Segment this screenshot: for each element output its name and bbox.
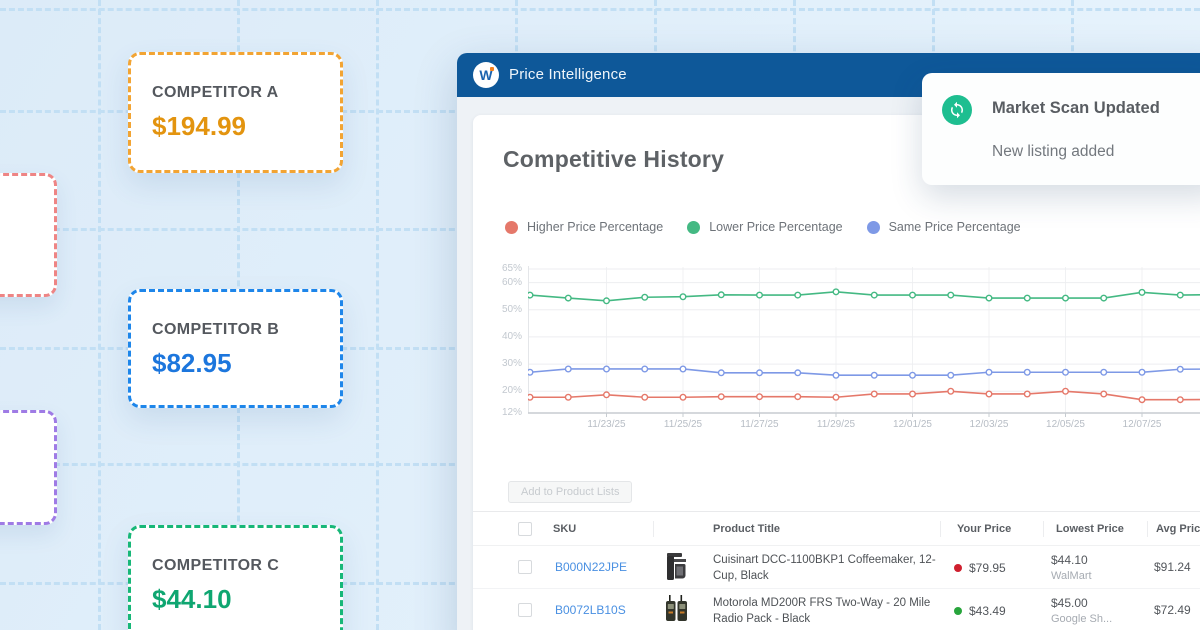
competitor-c-price: $44.10 [152,584,232,614]
your-price-cell: $43.49 [954,589,1006,630]
column-header-sku[interactable]: SKU [553,523,577,535]
y-axis-tick-label: 30% [501,358,522,370]
content-card: Competitive History Higher Price Percent… [473,115,1200,630]
sku-link[interactable]: B0072LB10S [555,603,626,617]
grid-line [376,0,379,630]
grid-line [0,8,1200,11]
grid-line [98,0,101,630]
legend-dot-icon [687,220,701,234]
price-status-dot-icon [954,563,962,572]
chart-y-axis: 65% 60% 50% 40% 30% 20% 12% [479,263,522,427]
legend-label: Same Price Percentage [888,220,1021,234]
lowest-price-cell: $44.10 WalMart [1051,553,1092,582]
legend-label: Higher Price Percentage [527,220,664,234]
y-axis-tick-label: 60% [501,276,522,288]
products-table: SKU Product Title Your Price Lowest Pric… [473,511,1200,630]
app-logo-icon: W [473,62,499,88]
your-price-cell: $79.95 [954,546,1006,589]
sync-icon [942,95,972,125]
y-axis-tick-label: 40% [501,330,522,342]
logo-dot [490,67,494,71]
lowest-price-value: $45.00 [1051,596,1088,610]
lowest-price-source: Google Sh... [1051,613,1113,625]
legend-dot-icon [505,220,518,234]
competitor-c-card: COMPETITOR C $44.10 [128,525,343,630]
y-axis-tick-label: 65% [501,263,522,274]
competitor-a-price: $194.99 [152,111,246,141]
price-history-chart: 65% 60% 50% 40% 30% 20% 12% 11/23/25 11/25/25 11… [479,263,1200,450]
sku-link[interactable]: B000N22JPE [555,560,628,574]
column-header-your-price[interactable]: Your Price [957,523,1012,535]
y-axis-tick-label: 12% [501,407,522,418]
toast-subtitle: New listing added [992,143,1115,160]
legend-dot-icon [866,220,880,234]
add-to-product-lists-button[interactable]: Add to Product Lists [508,481,633,503]
chart-legend: Higher Price Percentage Lower Price Perc… [505,220,1021,234]
notification-toast: Market Scan Updated New listing added [922,73,1200,185]
legend-item-same[interactable]: Same Price Percentage [866,220,1021,234]
your-price-value: $43.49 [969,603,1006,618]
select-all-checkbox[interactable] [518,522,532,536]
your-price-value: $79.95 [969,560,1006,575]
column-separator [1147,521,1148,537]
column-header-lowest-price[interactable]: Lowest Price [1056,523,1124,535]
row-checkbox[interactable] [518,603,532,617]
partial-card-red [0,173,57,297]
y-axis-tick-label: 20% [501,385,522,397]
column-separator [1043,521,1044,537]
lowest-price-source: WalMart [1051,570,1092,582]
chart-plot-area [528,266,1200,418]
app-window: W Price Intelligence Competitive History… [457,53,1200,630]
competitor-b-price: $82.95 [152,348,232,378]
row-checkbox[interactable] [518,560,532,574]
competitor-a-label: COMPETITOR A [152,84,279,101]
table-header-row: SKU Product Title Your Price Lowest Pric… [473,512,1200,546]
table-row: B000N22JPE Cuisinart DCC-1100BKP1 Coffee… [473,546,1200,589]
competitor-c-label: COMPETITOR C [152,557,280,574]
toast-title: Market Scan Updated [992,99,1160,117]
app-title: Price Intelligence [509,66,627,83]
column-separator [940,521,941,537]
competitor-b-label: COMPETITOR B [152,321,280,338]
legend-item-higher[interactable]: Higher Price Percentage [505,220,663,234]
competitor-b-card: COMPETITOR B $82.95 [128,289,343,408]
product-title: Cuisinart DCC-1100BKP1 Coffeemaker, 12-C… [713,554,936,582]
legend-label: Lower Price Percentage [709,220,843,234]
product-image-coffeemaker [665,552,689,587]
competitor-a-card: COMPETITOR A $194.99 [128,52,343,173]
y-axis-tick-label: 50% [501,303,522,315]
column-separator [653,521,654,537]
product-image-walkie-talkie [665,595,689,630]
partial-card-purple [0,410,57,525]
price-status-dot-icon [954,606,962,615]
page-title: Competitive History [503,146,725,172]
lowest-price-cell: $45.00 Google Sh... [1051,596,1112,625]
column-header-product-title[interactable]: Product Title [713,523,781,535]
table-row: B0072LB10S Motorola MD [473,589,1200,630]
logo-letter: W [479,67,493,83]
column-header-avg-price[interactable]: Avg Price [1156,523,1200,535]
product-title: Motorola MD200R FRS Two-Way - 20 Mile Ra… [713,597,931,625]
avg-price-value: $91.24 [1154,560,1191,574]
legend-item-lower[interactable]: Lower Price Percentage [687,220,843,234]
avg-price-value: $72.49 [1154,603,1191,617]
lowest-price-value: $44.10 [1051,553,1088,567]
